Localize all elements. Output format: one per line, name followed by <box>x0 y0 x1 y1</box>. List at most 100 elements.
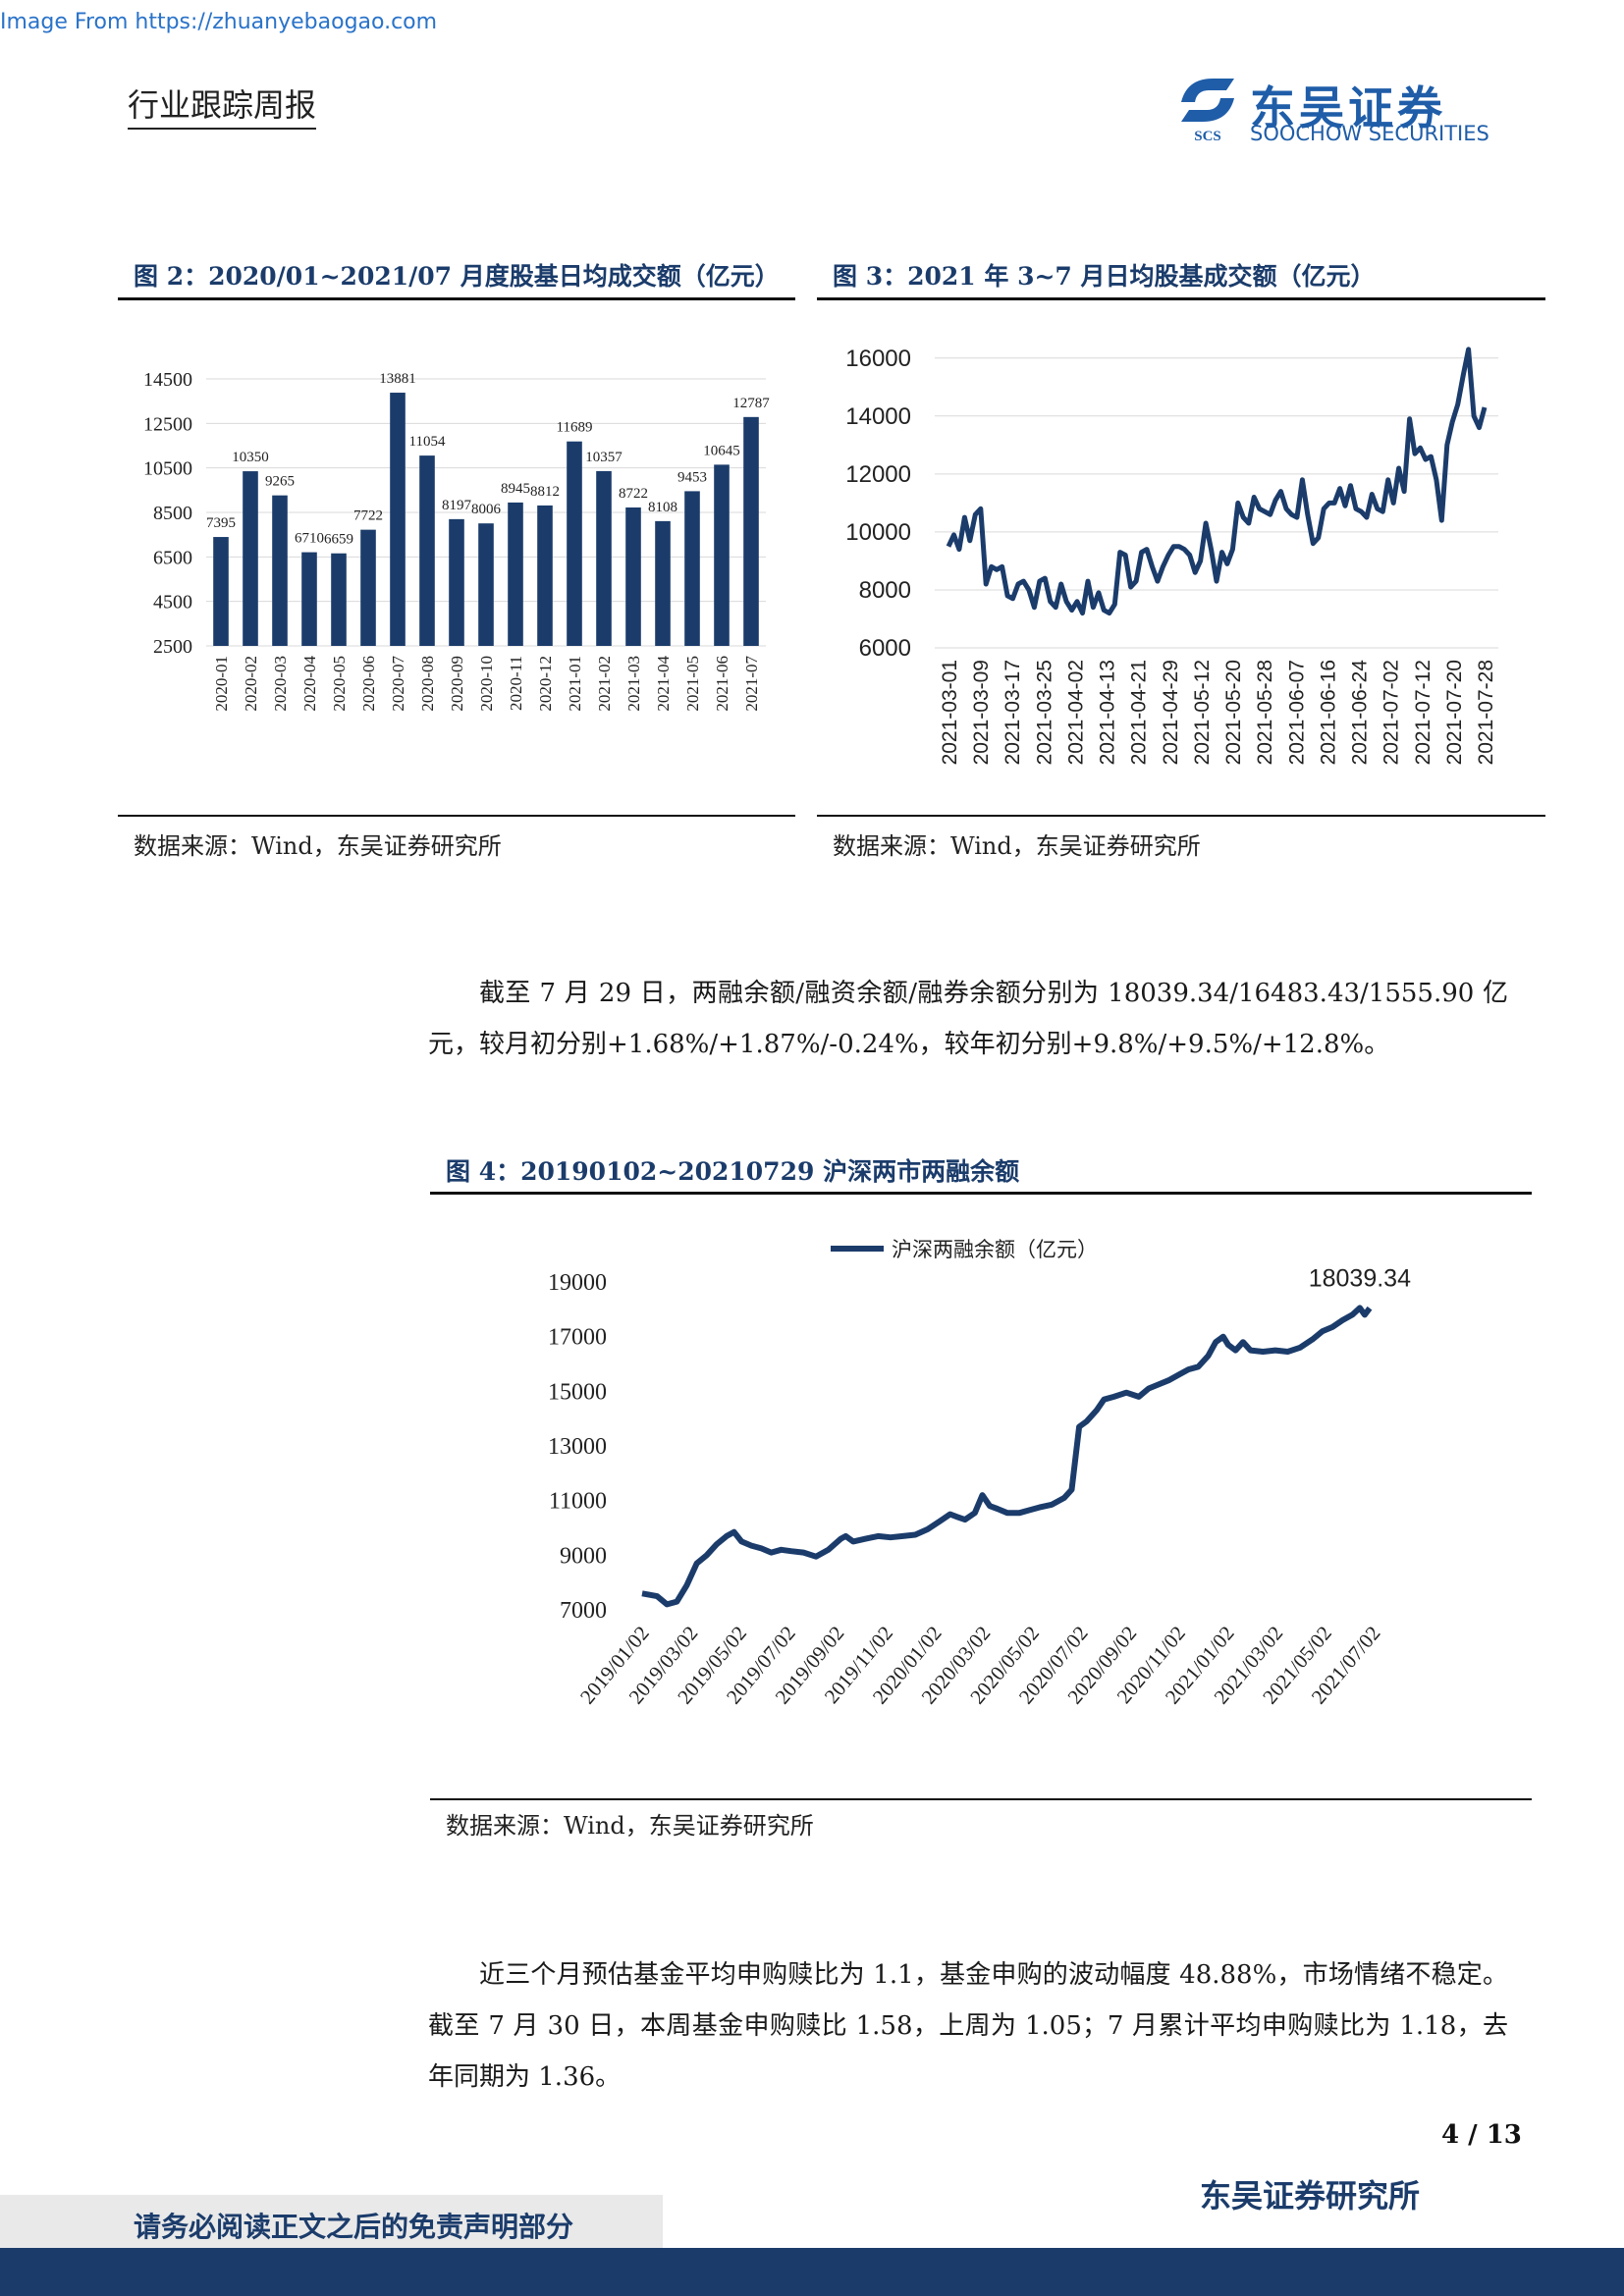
x-tick-label: 2021-07-28 <box>1475 660 1497 765</box>
figure-3-line-chart: 6000 8000 10000 12000 14000 16000 2021-03-01 20… <box>845 346 1498 765</box>
data-label: 10357 <box>585 450 623 465</box>
y-tick-label: 4500 <box>153 592 192 614</box>
x-tick-label: 2021-05 <box>683 656 702 712</box>
x-tick-label: 2020-06 <box>359 656 378 712</box>
x-tick-label: 2021-06-16 <box>1317 660 1339 765</box>
bar <box>714 464 730 646</box>
x-tick-label: 2021-03-01 <box>939 660 961 765</box>
page-number: 4 / 13 <box>1441 2120 1522 2150</box>
data-label: 9265 <box>265 474 295 490</box>
data-label: 11054 <box>409 434 446 450</box>
paragraph-fund-subscription: 近三个月预估基金平均申购赎比为 1.1，基金申购的波动幅度 48.88%，市场情… <box>428 1960 1508 2092</box>
bar <box>331 553 347 646</box>
figure-4-source: 数据来源：Wind，东吴证券研究所 <box>446 1812 814 1840</box>
data-label: 13881 <box>379 371 416 387</box>
y-tick-label: 8500 <box>153 503 192 524</box>
bar <box>272 495 288 646</box>
y-tick-label: 15000 <box>548 1379 607 1405</box>
x-tick-label: 2020-11 <box>507 656 525 711</box>
bar <box>478 523 494 646</box>
x-tick-label: 2021-04-29 <box>1160 660 1182 765</box>
x-tick-label: 2021-04 <box>654 656 673 712</box>
figure-2-top-rule <box>118 297 795 300</box>
bar <box>419 455 435 646</box>
logo-name-cn: 东吴证券 <box>1250 81 1446 134</box>
logo: SCS 东吴证券 SOOCHOW SECURITIES <box>1173 73 1497 145</box>
bar <box>743 416 759 646</box>
figure-4-top-rule <box>430 1192 1532 1195</box>
footer-disclaimer-band <box>0 2195 663 2248</box>
y-tick-label: 2500 <box>153 636 192 658</box>
data-label: 8945 <box>501 481 530 497</box>
x-tick-label: 2020-07 <box>389 656 407 712</box>
y-tick-label: 10500 <box>143 458 192 480</box>
bar <box>390 393 406 646</box>
x-tick-label: 2021-04-21 <box>1128 660 1151 765</box>
data-label: 8197 <box>442 498 472 513</box>
x-tick-label: 2021-05-28 <box>1254 660 1276 765</box>
footer-disclaimer: 请务必阅读正文之后的免责声明部分 <box>134 2211 574 2243</box>
x-tick-label: 2021-07-20 <box>1443 660 1466 765</box>
y-tick-label: 17000 <box>548 1325 607 1351</box>
data-label: 10350 <box>232 450 269 465</box>
figure-3-title: 图 3：2021 年 3~7 月日均股基成交额（亿元） <box>833 262 1376 291</box>
y-tick-label: 11000 <box>549 1489 607 1515</box>
data-label: 7722 <box>353 508 383 524</box>
bar <box>567 441 582 646</box>
data-label: 8812 <box>530 484 560 500</box>
data-label: 12787 <box>732 396 770 411</box>
figure-3-top-rule <box>817 297 1545 300</box>
report-type-title: 行业跟踪周报 <box>128 80 317 130</box>
bar <box>213 537 229 646</box>
y-tick-label: 6000 <box>859 635 911 662</box>
bar <box>301 552 317 646</box>
bar <box>508 502 523 646</box>
data-label: 8006 <box>471 502 502 517</box>
x-tick-label: 2020-10 <box>477 656 496 712</box>
x-tick-label: 2021-04-02 <box>1064 660 1087 765</box>
y-tick-label: 12000 <box>845 461 911 488</box>
figure-2-bar-chart: 2500 4500 6500 8500 10500 12500 14500 7395 2020-… <box>143 369 770 712</box>
figure-3-bottom-rule <box>817 815 1545 817</box>
data-label: 6710 <box>295 531 324 547</box>
x-tick-label: 2020-03 <box>271 656 290 712</box>
x-tick-label: 2021-06 <box>713 656 731 712</box>
y-tick-label: 10000 <box>845 519 911 546</box>
x-tick-label: 2020-08 <box>418 656 437 712</box>
y-tick-label: 7000 <box>560 1598 607 1624</box>
x-tick-label: 2020-04 <box>300 656 319 712</box>
series-line <box>641 1305 1373 1608</box>
logo-name-en: SOOCHOW SECURITIES <box>1250 122 1489 145</box>
series-line <box>946 347 1488 616</box>
logo-mark-icon: SCS <box>1179 79 1236 144</box>
y-tick-label: 19000 <box>548 1270 607 1296</box>
x-tick-label: 2021-06-07 <box>1285 660 1308 765</box>
figure-4-title: 图 4：20190102~20210729 沪深两市两融余额 <box>446 1157 1020 1186</box>
logo-mark-text: SCS <box>1194 129 1221 144</box>
data-label: 8722 <box>619 486 648 502</box>
x-tick-label: 2021-03-17 <box>1001 660 1024 765</box>
bar <box>243 471 258 646</box>
x-tick-label: 2021-05-20 <box>1222 660 1245 765</box>
x-tick-label: 2021-04-13 <box>1097 660 1119 765</box>
x-tick-label: 2021-01 <box>566 656 584 712</box>
paragraph-margin-balance: 截至 7 月 29 日，两融余额/融资余额/融券余额分别为 18039.34/1… <box>428 979 1508 1059</box>
y-tick-label: 8000 <box>859 577 911 604</box>
x-tick-label: 2021-03 <box>624 656 643 712</box>
y-tick-label: 13000 <box>548 1434 607 1460</box>
x-tick-label: 2021-03-09 <box>970 660 993 765</box>
data-label: 6659 <box>324 532 353 548</box>
bar <box>449 518 464 646</box>
data-label: 10645 <box>703 443 740 458</box>
y-tick-label: 14500 <box>143 369 192 391</box>
data-label: 11689 <box>557 420 593 436</box>
data-label: 9453 <box>677 469 707 485</box>
x-tick-label: 2021-03-25 <box>1033 660 1056 765</box>
x-tick-label: 2021-07-02 <box>1380 660 1403 765</box>
bar <box>360 529 376 646</box>
y-tick-label: 14000 <box>845 403 911 430</box>
x-tick-label: 2021-02 <box>595 656 614 712</box>
x-tick-label: 2020-01 <box>212 656 231 712</box>
figure-2-bottom-rule <box>118 815 795 817</box>
bar <box>537 505 553 646</box>
